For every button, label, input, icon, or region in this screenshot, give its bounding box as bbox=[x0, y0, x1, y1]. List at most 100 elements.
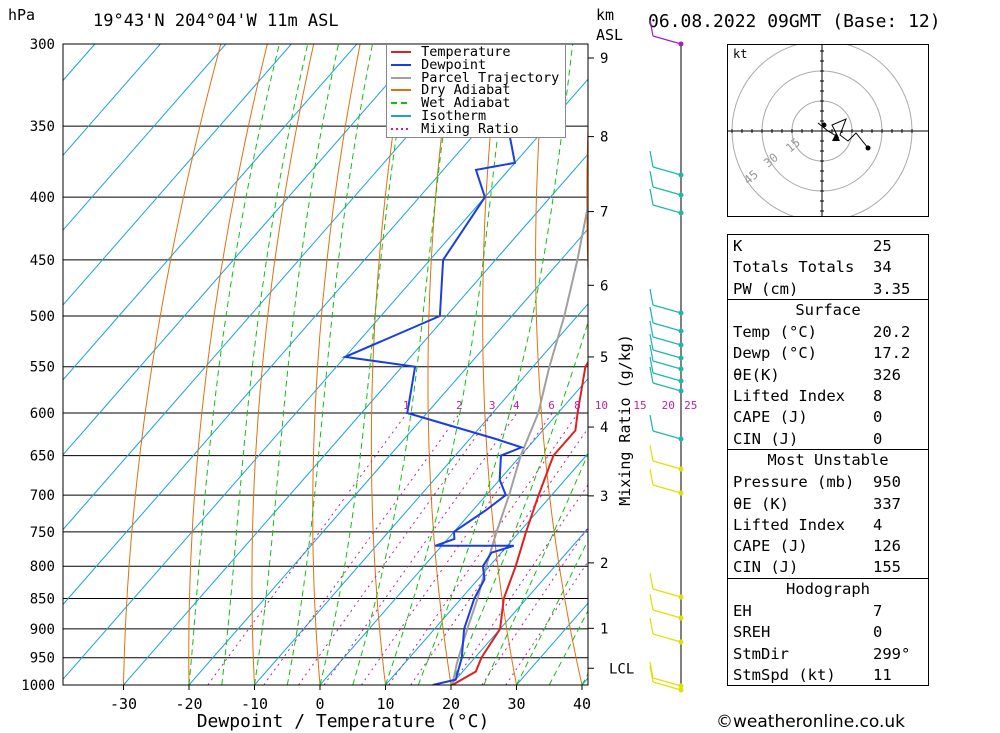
surface-row: Temp (°C) 20.2 bbox=[728, 321, 928, 342]
hodograph-ring-label: 30 bbox=[761, 150, 781, 170]
surface-key: CAPE (J) bbox=[733, 408, 808, 427]
km-tick-label: 8 bbox=[600, 130, 608, 146]
dry-adiabat-line bbox=[123, 44, 222, 685]
wind-barb bbox=[652, 166, 682, 176]
legend-label: Dry Adiabat bbox=[413, 82, 511, 99]
temperature-line bbox=[451, 360, 588, 685]
asl-label: ASL bbox=[596, 26, 624, 44]
wind-barb-flag bbox=[649, 593, 654, 611]
mixing-ratio-line bbox=[410, 427, 588, 685]
mixing-ratio-line bbox=[360, 412, 553, 685]
legend-entry: Wet Adiabat bbox=[391, 96, 511, 110]
most-unstable-value: 126 bbox=[873, 537, 901, 556]
isotherm-line bbox=[63, 44, 292, 306]
surface-key: θE(K) bbox=[733, 365, 780, 384]
dry-adiabat-line bbox=[482, 44, 517, 685]
pressure-tick-label: 550 bbox=[30, 360, 55, 376]
isotherm-line bbox=[319, 377, 588, 685]
most-unstable-row: CAPE (J) 126 bbox=[728, 535, 928, 556]
wet-adiabat-line bbox=[417, 44, 574, 685]
legend-entry: Isotherm bbox=[391, 108, 487, 124]
wet-adiabat-line bbox=[483, 452, 588, 685]
dry-adiabat-line bbox=[251, 44, 315, 685]
hodograph-stat-key: StmSpd (kt) bbox=[733, 665, 836, 684]
isotherm-line bbox=[63, 44, 489, 531]
wind-barb-flag bbox=[649, 572, 654, 590]
legend-entry: Dewpoint bbox=[391, 58, 486, 72]
mixing-ratio-line bbox=[298, 412, 494, 685]
mixing-ratio-axis-label: Mixing Ratio (g/kg) bbox=[616, 334, 634, 506]
wind-barb bbox=[652, 681, 682, 691]
wind-barb bbox=[652, 633, 682, 643]
pressure-tick-label: 400 bbox=[30, 190, 55, 206]
km-tick-label: 1 bbox=[600, 621, 608, 637]
legend-label: Mixing Ratio bbox=[413, 120, 519, 137]
wet-adiabat-line bbox=[548, 609, 588, 685]
pressure-tick-label: 650 bbox=[30, 449, 55, 465]
legend-entry: Parcel Trajectory bbox=[391, 71, 559, 85]
mixing-ratio-label: 3 bbox=[489, 399, 496, 412]
surface-value: 0 bbox=[873, 408, 883, 427]
pressure-tick-label: 350 bbox=[30, 119, 55, 135]
most-unstable-title: Most Unstable bbox=[767, 450, 889, 469]
index-row: Totals Totals 34 bbox=[728, 256, 928, 277]
isotherm-line bbox=[63, 44, 423, 456]
mixing-ratio-label: 15 bbox=[633, 399, 646, 412]
index-key: K bbox=[733, 237, 743, 255]
wind-barb bbox=[652, 588, 682, 598]
wind-barb bbox=[652, 677, 682, 687]
legend-swatch bbox=[391, 89, 411, 92]
legend-entry: Dry Adiabat bbox=[391, 84, 511, 97]
temperature-tick-label: -30 bbox=[110, 695, 137, 713]
pressure-tick-label: 700 bbox=[30, 488, 55, 504]
legend-label: Temperature bbox=[413, 44, 511, 60]
hodograph: kt 15 30 45 bbox=[727, 40, 929, 222]
dry-adiabat-line bbox=[188, 44, 268, 685]
index-value: 3.35 bbox=[873, 279, 911, 298]
surface-row: CAPE (J) 0 bbox=[728, 406, 928, 427]
hodograph-stat-value: 11 bbox=[873, 665, 892, 684]
most-unstable-row: Lifted Index 4 bbox=[728, 514, 928, 535]
mixing-ratio-label: 6 bbox=[548, 399, 555, 412]
wind-barb-flag bbox=[649, 366, 654, 384]
wind-barb bbox=[652, 360, 682, 370]
legend: Temperature Dewpoint Parcel Trajectory D… bbox=[386, 44, 566, 138]
dry-adiabat-line bbox=[370, 44, 408, 685]
dry-adiabat-line bbox=[917, 44, 1000, 685]
mixing-ratio-line bbox=[207, 412, 408, 685]
wind-barb-flag bbox=[649, 356, 654, 374]
km-tick-label: 3 bbox=[600, 489, 608, 505]
pressure-tick-label: 750 bbox=[30, 525, 55, 541]
surface-row: θE(K) 326 bbox=[728, 364, 928, 385]
mixing-ratio-label: 2 bbox=[456, 399, 463, 412]
surface-value: 17.2 bbox=[873, 344, 911, 363]
dry-adiabat-line bbox=[312, 44, 361, 685]
index-row: K 25 bbox=[728, 235, 928, 256]
temperature-tick-label: 30 bbox=[507, 695, 525, 713]
mixing-ratio-label: 20 bbox=[662, 399, 675, 412]
temperature-tick-label: -20 bbox=[175, 695, 202, 713]
legend-label: Isotherm bbox=[413, 108, 487, 124]
wind-barb-flag bbox=[649, 320, 654, 338]
mixing-ratio-line bbox=[481, 526, 588, 685]
wind-barb-flag bbox=[649, 617, 654, 635]
datetime-label: 06.08.2022 09GMT (Base: 12) bbox=[648, 11, 941, 32]
legend-swatch bbox=[391, 115, 411, 117]
km-tick-label: 4 bbox=[600, 420, 608, 436]
surface-key: Temp (°C) bbox=[733, 323, 817, 342]
isotherm-line bbox=[63, 44, 358, 381]
temperature-tick-label: 20 bbox=[442, 695, 460, 713]
index-key: PW (cm) bbox=[733, 279, 799, 298]
legend-swatch bbox=[391, 51, 411, 53]
dry-adiabat-line bbox=[586, 113, 588, 284]
pressure-tick-label: 850 bbox=[30, 591, 55, 607]
wind-barb bbox=[652, 322, 682, 332]
mixing-ratio-label: 1 bbox=[403, 399, 410, 412]
storm-motion-marker bbox=[832, 133, 840, 141]
most-unstable-key: CAPE (J) bbox=[733, 537, 808, 556]
wet-adiabat-line bbox=[221, 44, 309, 685]
hodograph-trace bbox=[817, 118, 869, 149]
wind-barb bbox=[652, 349, 682, 359]
pressure-tick-label: 600 bbox=[30, 406, 55, 422]
